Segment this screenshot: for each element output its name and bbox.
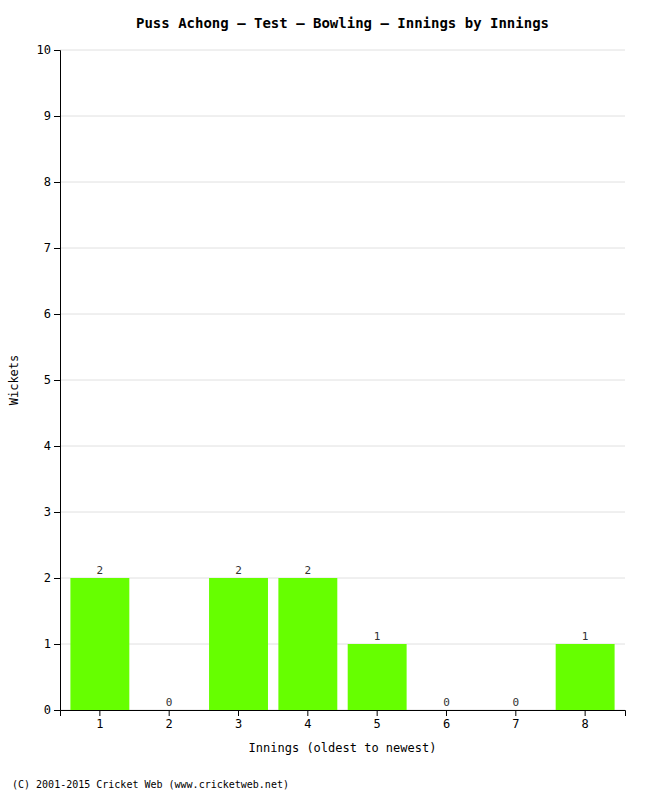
bar: [417, 710, 476, 711]
y-tick: 6: [44, 307, 60, 321]
x-tick-label: 5: [374, 717, 381, 731]
y-tick: 8: [44, 175, 60, 189]
x-tick: 1: [96, 710, 103, 731]
bar: [70, 578, 129, 710]
x-tick-mark: [307, 710, 308, 716]
y-tick-label: 3: [44, 505, 51, 519]
y-tick-label: 6: [44, 307, 51, 321]
x-tick: 6: [443, 710, 450, 731]
y-tick-mark: [54, 512, 60, 513]
y-tick-mark: [54, 710, 60, 711]
data-label: 2: [235, 564, 242, 577]
y-tick-mark: [54, 116, 60, 117]
data-label: 0: [513, 696, 520, 709]
footer: (C) 2001-2015 Cricket Web (www.cricketwe…: [12, 779, 289, 790]
grid: [60, 50, 625, 710]
chart: 2022100112345678012345678910Puss Achong …: [0, 0, 650, 800]
x-tick-label: 3: [235, 717, 242, 731]
y-tick: 9: [44, 109, 60, 123]
y-tick-mark: [54, 50, 60, 51]
bar: [556, 644, 615, 710]
x-tick-mark: [99, 710, 100, 716]
y-tick: 2: [44, 571, 60, 585]
data-label: 2: [97, 564, 104, 577]
x-tick: 2: [166, 710, 173, 731]
y-tick-label: 1: [44, 637, 51, 651]
x-tick-label: 4: [304, 717, 311, 731]
y-tick: 3: [44, 505, 60, 519]
grid-line: [60, 116, 625, 117]
y-axis-line: [54, 51, 61, 711]
y-tick-label: 10: [37, 43, 51, 57]
x-tick-mark: [169, 710, 170, 716]
x-axis-line: [61, 711, 626, 717]
data-label: 1: [582, 630, 589, 643]
y-axis: 0 1 2 3 4 5 6 7 8 9 10: [37, 43, 61, 717]
bar: [140, 710, 199, 711]
y-tick-mark: [54, 446, 60, 447]
y-tick-label: 9: [44, 109, 51, 123]
x-tick-mark: [238, 710, 239, 716]
grid-line: [60, 644, 625, 645]
y-tick-label: 0: [44, 703, 51, 717]
x-tick-mark: [377, 710, 378, 716]
y-tick: 0: [44, 703, 60, 717]
x-tick-label: 6: [443, 717, 450, 731]
y-tick-mark: [54, 644, 60, 645]
data-label: 2: [305, 564, 312, 577]
y-tick: 1: [44, 637, 60, 651]
grid-line: [60, 380, 625, 381]
bar: [278, 578, 337, 710]
y-tick-label: 2: [44, 571, 51, 585]
x-axis-label: Innings (oldest to newest): [249, 741, 437, 755]
grid-line: [60, 50, 625, 51]
x-tick-label: 8: [582, 717, 589, 731]
x-tick-label: 7: [512, 717, 519, 731]
x-tick-label: 2: [166, 717, 173, 731]
y-tick: 5: [44, 373, 60, 387]
y-tick-label: 7: [44, 241, 51, 255]
y-tick: 10: [37, 43, 60, 57]
x-tick: 4: [304, 710, 311, 731]
grid-line: [60, 314, 625, 315]
plot: 2022100112345678012345678910: [37, 43, 626, 730]
y-tick-label: 4: [44, 439, 51, 453]
x-axis: 1 2 3 4 5 6 7 8: [61, 710, 626, 731]
x-tick: 8: [582, 710, 589, 731]
grid-line: [60, 446, 625, 447]
y-tick: 7: [44, 241, 60, 255]
y-tick-mark: [54, 248, 60, 249]
y-axis-label: Wickets: [7, 355, 21, 406]
data-label: 0: [166, 696, 173, 709]
y-tick: 4: [44, 439, 60, 453]
title: Puss Achong – Test – Bowling – Innings b…: [136, 15, 549, 31]
x-tick-label: 1: [96, 717, 103, 731]
x-tick: 7: [512, 710, 519, 731]
y-tick-mark: [54, 182, 60, 183]
grid-line: [60, 512, 625, 513]
bar: [209, 578, 268, 710]
bar: [486, 710, 545, 711]
bars: [70, 578, 614, 710]
x-tick-mark: [446, 710, 447, 716]
y-tick-mark: [54, 380, 60, 381]
y-tick-label: 8: [44, 175, 51, 189]
x-tick-mark: [585, 710, 586, 716]
grid-line: [60, 248, 625, 249]
bar: [348, 644, 407, 710]
x-tick: 5: [374, 710, 381, 731]
grid-line: [60, 578, 625, 579]
data-label: 1: [374, 630, 381, 643]
data-labels: 2 0 2 2 1 0 0 1: [97, 564, 589, 709]
y-tick-label: 5: [44, 373, 51, 387]
x-tick: 3: [235, 710, 242, 731]
grid-line: [60, 182, 625, 183]
x-tick-mark: [515, 710, 516, 716]
y-tick-mark: [54, 314, 60, 315]
data-label: 0: [443, 696, 450, 709]
y-tick-mark: [54, 578, 60, 579]
